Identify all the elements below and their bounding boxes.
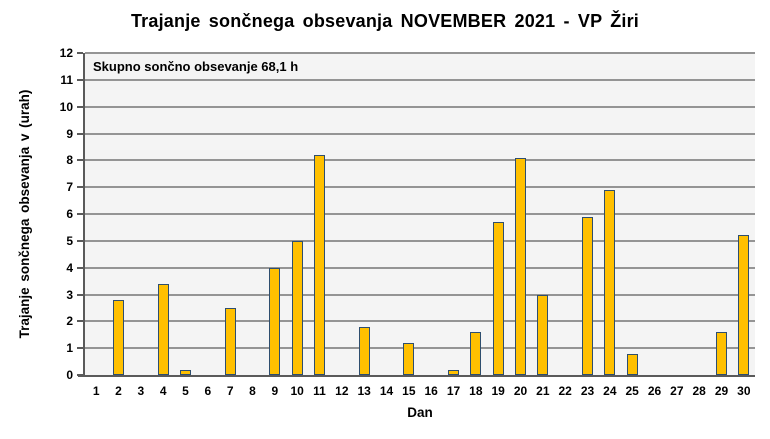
- y-axis-line: [83, 53, 85, 377]
- x-tick-label: 1: [92, 384, 100, 398]
- y-tick-label: 2: [66, 314, 73, 329]
- bar-day-15: [403, 342, 415, 375]
- bar-day-9: [269, 267, 281, 375]
- chart-title: Trajanje sončnega obsevanja NOVEMBER 202…: [130, 11, 640, 31]
- gridline: [85, 132, 755, 135]
- bar-day-17: [448, 369, 459, 375]
- bar-day-25: [626, 353, 638, 375]
- x-tick-label: 22: [558, 384, 572, 398]
- y-tick-mark: [77, 293, 83, 296]
- x-tick-label: 5: [182, 384, 189, 398]
- x-tick-label: 21: [536, 384, 550, 398]
- y-tick-mark: [77, 105, 83, 108]
- x-axis-line: [78, 375, 755, 377]
- gridline: [85, 213, 755, 215]
- x-tick-label: 12: [335, 384, 349, 398]
- x-tick-label: 6: [204, 384, 212, 398]
- gridline: [85, 239, 755, 242]
- gridline: [85, 266, 755, 269]
- y-tick-mark: [77, 320, 83, 323]
- gridline: [85, 78, 755, 81]
- plot-area: Skupno sončno obsevanje 68,1 h: [85, 52, 755, 375]
- x-tick-label: 25: [625, 384, 639, 398]
- y-tick-mark: [77, 266, 83, 269]
- y-tick-label: 12: [59, 46, 73, 60]
- x-tick-label: 4: [159, 384, 167, 398]
- bar-day-23: [582, 216, 593, 375]
- x-tick-label: 30: [737, 384, 751, 398]
- y-tick-mark: [77, 186, 83, 189]
- y-tick-label: 9: [66, 126, 73, 141]
- y-tick-label: 7: [66, 180, 73, 195]
- x-tick-label: 15: [402, 384, 416, 398]
- x-tick-label: 27: [670, 384, 684, 398]
- x-tick-label: 18: [469, 384, 483, 398]
- x-tick-label: 17: [446, 384, 461, 398]
- y-tick-mark: [77, 213, 83, 215]
- bar-day-19: [492, 222, 504, 375]
- bar-day-13: [358, 326, 370, 375]
- x-tick-label: 29: [714, 384, 729, 398]
- bar-day-2: [113, 299, 124, 375]
- bar-day-20: [515, 157, 526, 375]
- y-tick-mark: [77, 52, 83, 54]
- x-tick-label: 26: [647, 384, 662, 398]
- x-tick-label: 7: [226, 384, 234, 398]
- x-tick-label: 23: [580, 384, 595, 398]
- bar-day-24: [604, 189, 616, 375]
- gridline: [85, 347, 755, 350]
- y-tick-label: 11: [60, 72, 73, 87]
- y-tick-mark: [77, 132, 83, 135]
- y-tick-label: 0: [66, 368, 73, 382]
- y-tick-label: 4: [66, 260, 73, 275]
- x-tick-label: 13: [357, 384, 371, 398]
- y-tick-mark: [77, 239, 83, 242]
- x-tick-label: 8: [249, 384, 256, 398]
- y-tick-mark: [77, 159, 83, 162]
- gridline: [85, 159, 755, 162]
- y-tick-mark: [77, 78, 83, 81]
- bar-day-30: [738, 235, 750, 375]
- x-tick-label: 2: [115, 384, 122, 398]
- x-tick-label: 10: [290, 384, 304, 398]
- y-axis-title: Trajanje sončnega obsevanja v (urah): [17, 89, 32, 339]
- bar-day-11: [314, 154, 325, 375]
- bar-day-10: [291, 240, 303, 375]
- y-tick-mark: [77, 347, 83, 350]
- y-tick-mark: [77, 374, 83, 376]
- x-tick-label: 14: [379, 384, 394, 398]
- gridline: [85, 105, 755, 108]
- total-annotation: Skupno sončno obsevanje 68,1 h: [93, 59, 299, 74]
- x-tick-label: 20: [513, 384, 528, 398]
- bar-day-29: [716, 332, 727, 375]
- gridline: [85, 320, 755, 323]
- gridline: [85, 186, 755, 189]
- bar-day-5: [180, 369, 191, 375]
- x-tick-label: 19: [491, 384, 505, 398]
- bar-day-7: [224, 307, 236, 375]
- x-tick-label: 16: [424, 384, 438, 398]
- y-tick-label: 10: [59, 99, 73, 114]
- x-axis-title: Dan: [407, 405, 433, 420]
- bar-day-21: [537, 294, 549, 375]
- x-tick-label: 24: [603, 384, 617, 398]
- x-tick-label: 3: [137, 384, 145, 398]
- bar-day-4: [157, 283, 169, 375]
- gridline: [85, 52, 755, 54]
- y-tick-label: 8: [66, 153, 73, 168]
- y-tick-label: 1: [66, 341, 73, 356]
- x-tick-label: 11: [313, 384, 326, 398]
- gridline: [85, 293, 755, 296]
- y-tick-label: 6: [66, 207, 73, 221]
- x-tick-label: 9: [271, 384, 279, 398]
- y-tick-label: 3: [66, 287, 73, 302]
- bar-day-18: [470, 332, 482, 375]
- x-tick-label: 28: [692, 384, 706, 398]
- y-tick-label: 5: [66, 233, 73, 248]
